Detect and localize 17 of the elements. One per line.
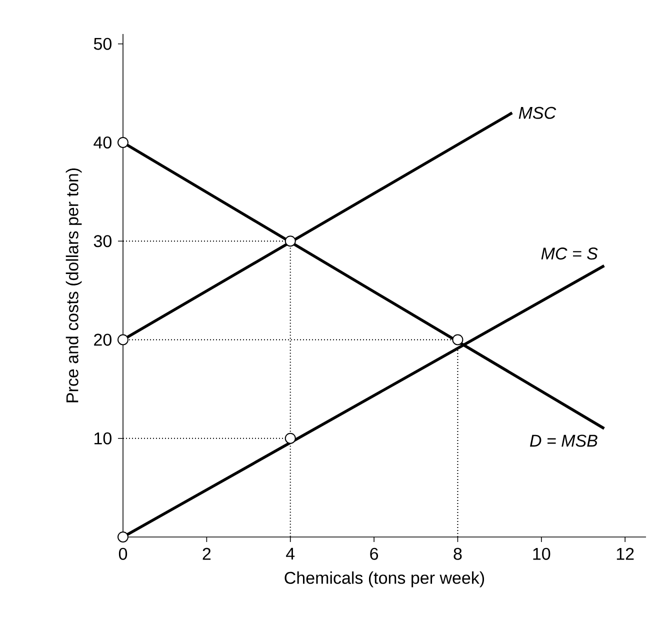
x-axis-title: Chemicals (tons per week) [284,571,484,588]
y-axis-title: Prce and costs (dollars per ton) [66,168,82,402]
y-tick-label: 50 [94,38,112,50]
series-label: MSC [518,106,556,119]
x-tick-label: 10 [533,548,550,560]
x-tick-label: 2 [202,548,211,560]
x-tick-label: 6 [370,548,378,560]
x-tick-label: 8 [454,548,462,560]
series-label: MC = S [541,248,598,260]
series-label: D = MSB [530,434,598,447]
x-tick-label: 4 [286,548,295,560]
y-tick-label: 40 [94,136,112,149]
y-tick-label: 20 [94,334,112,346]
x-tick-label: 12 [616,548,634,560]
y-tick-label: 10 [94,432,112,444]
y-tick-label: 30 [94,235,112,248]
x-tick-label: 0 [118,548,128,560]
